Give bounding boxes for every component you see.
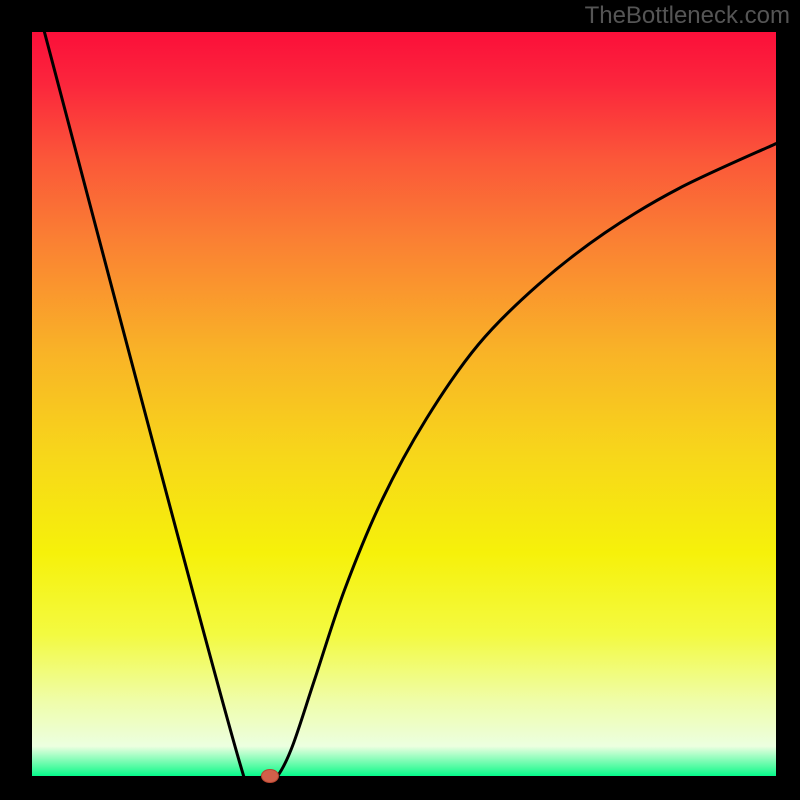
curve-right-branch [270,144,776,779]
optimal-point-marker [261,769,279,783]
chart-container: TheBottleneck.com [0,0,800,800]
bottleneck-curve [32,32,776,776]
watermark-text: TheBottleneck.com [585,2,790,30]
plot-area [32,32,776,776]
curve-left-branch [32,0,270,800]
